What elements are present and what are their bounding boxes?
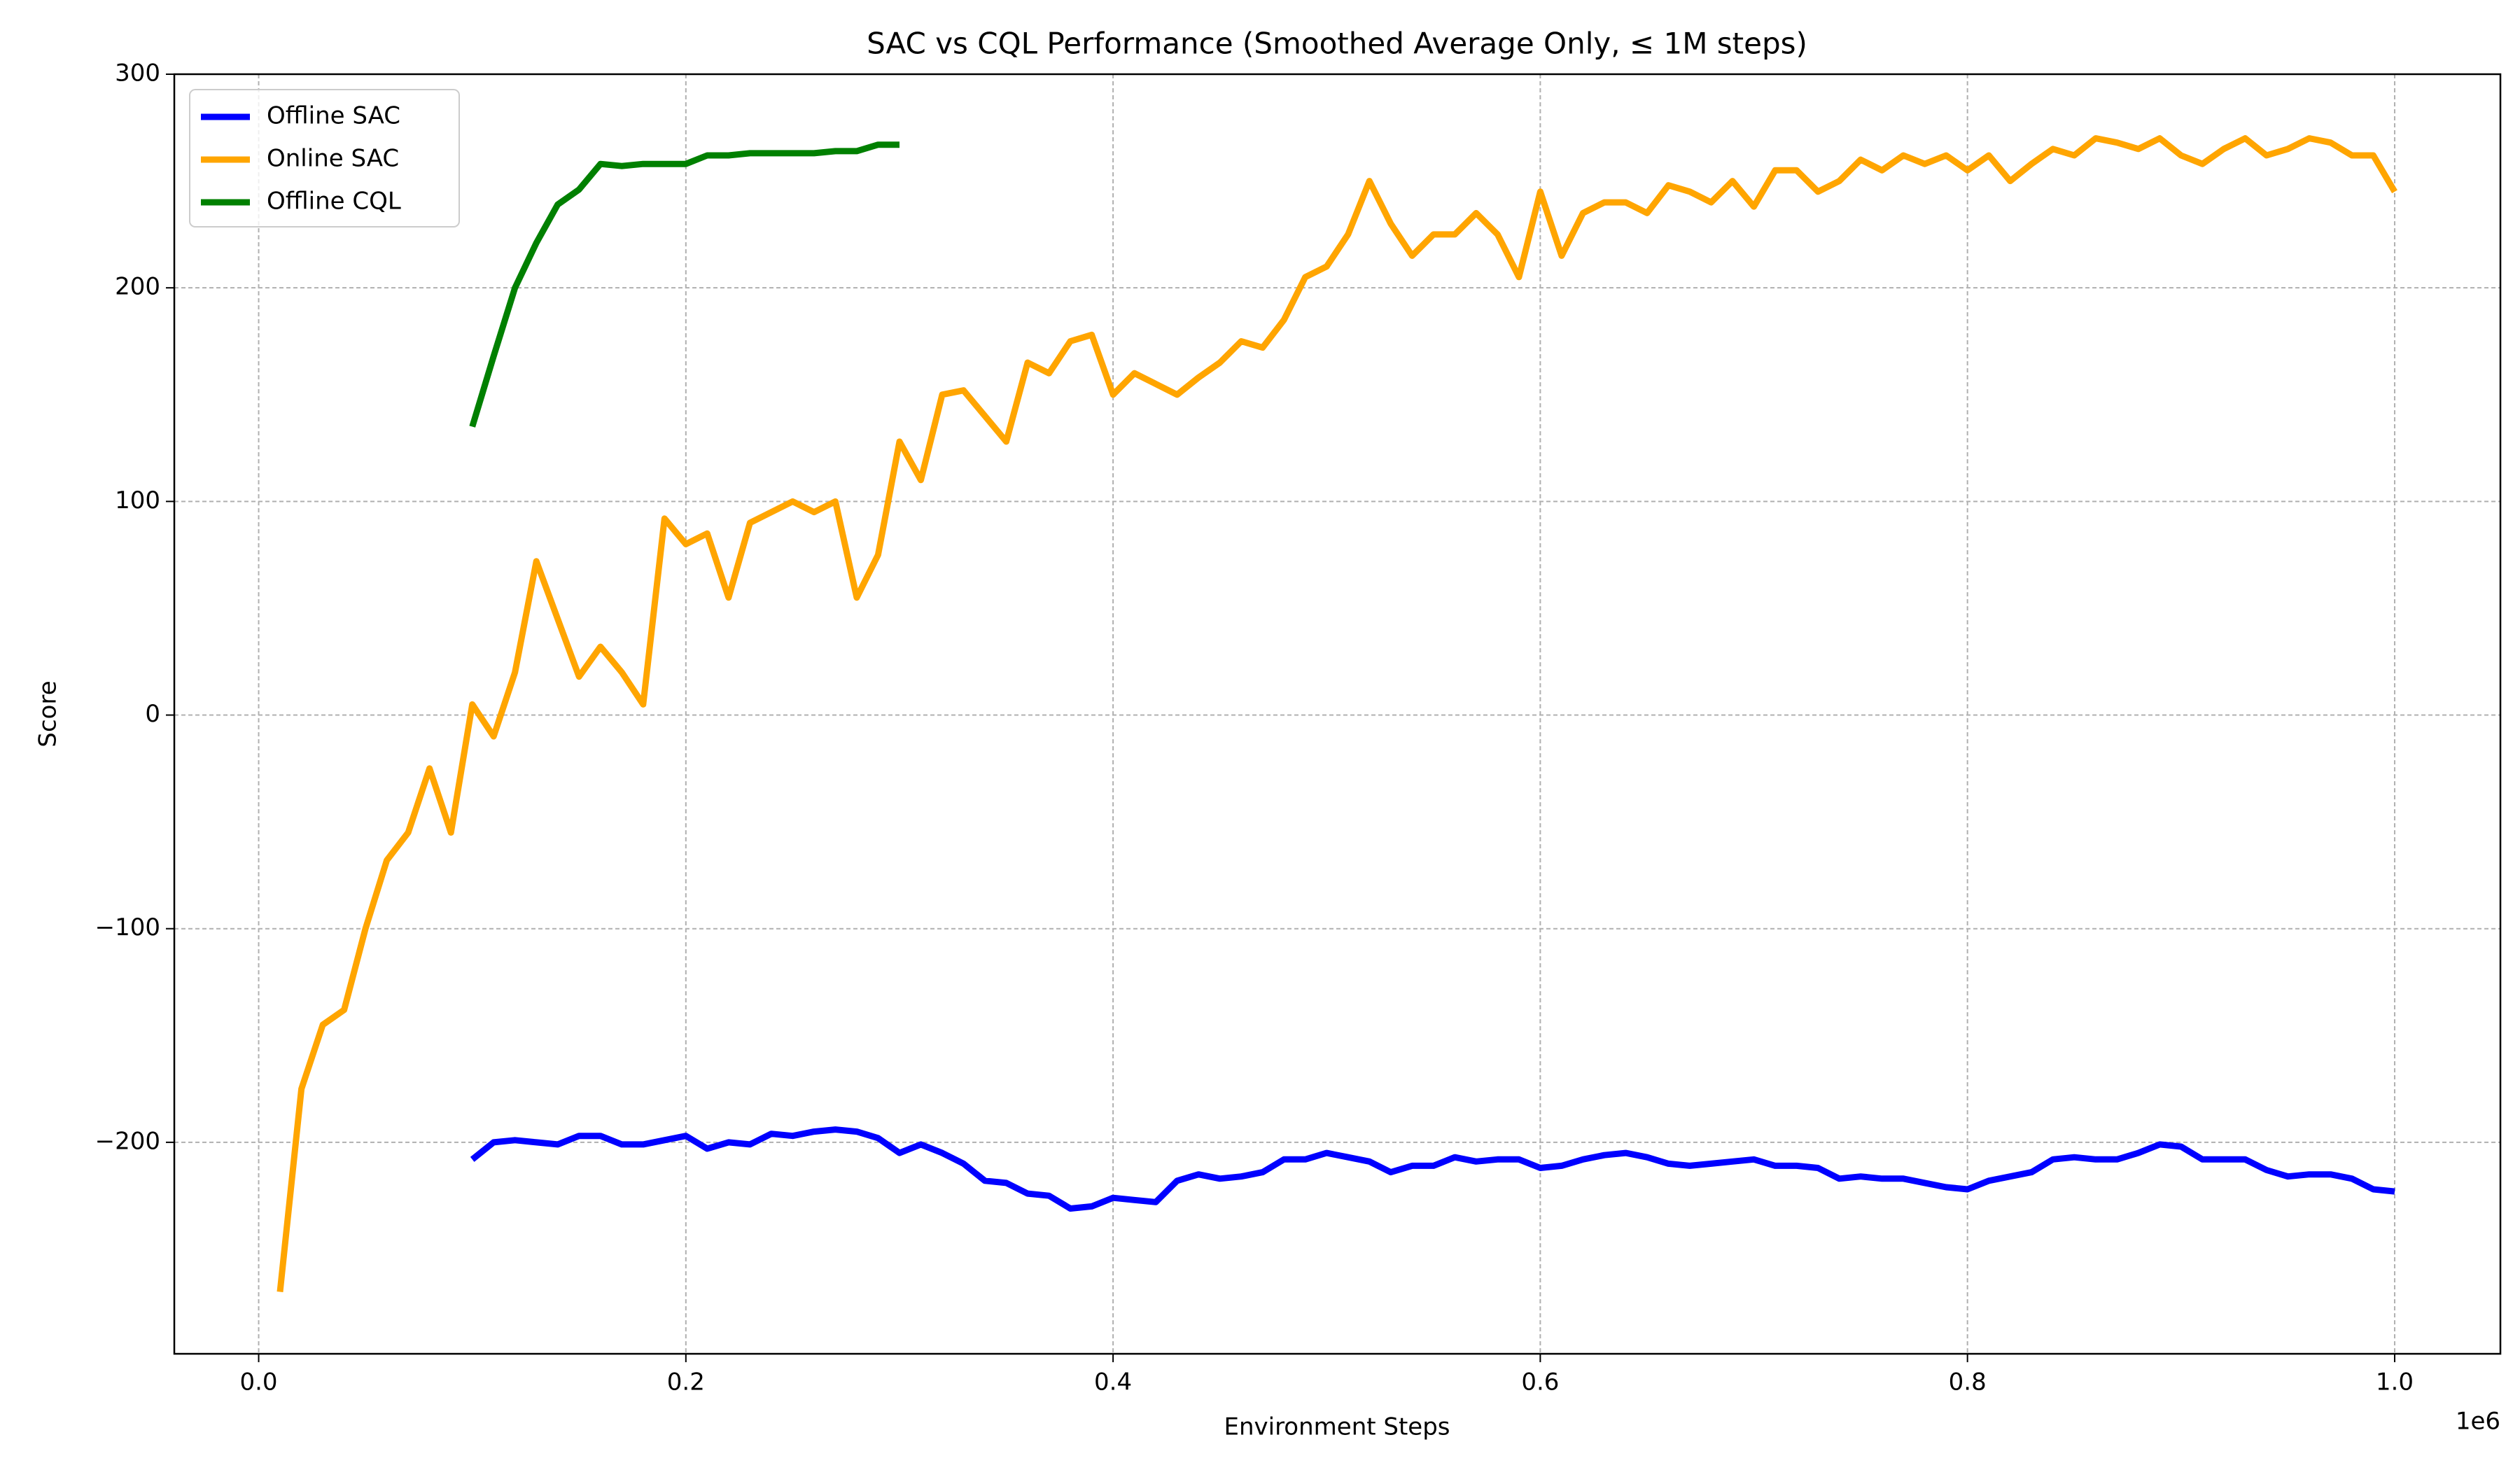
x-tick-label: 0.8: [1949, 1368, 1987, 1396]
y-tick-label: 0: [145, 700, 160, 728]
y-tick-label: 100: [115, 486, 160, 514]
x-tick-label: 0.6: [1521, 1368, 1559, 1396]
plot-frame: [173, 73, 2502, 1355]
series-line: [276, 135, 2398, 1292]
x-tick-label: 0.2: [667, 1368, 705, 1396]
y-tick-label: −200: [95, 1127, 160, 1155]
y-tick-label: −100: [95, 913, 160, 941]
legend-box: [189, 89, 460, 227]
y-tick-label: 300: [115, 59, 160, 88]
legend-label: Offline SAC: [267, 102, 400, 130]
y-axis-label: Score: [34, 680, 62, 747]
legend-label: Online SAC: [267, 145, 399, 173]
series-line: [469, 141, 899, 428]
series-line: [470, 1126, 2395, 1212]
x-tick-label: 1.0: [2376, 1368, 2414, 1396]
legend-label: Offline CQL: [267, 188, 401, 216]
x-offset-label: 1e6: [2456, 1408, 2500, 1436]
x-tick-label: 0.4: [1094, 1368, 1132, 1396]
y-tick-label: 200: [115, 273, 160, 301]
x-tick-label: 0.0: [239, 1368, 277, 1396]
chart-title: SAC vs CQL Performance (Smoothed Average…: [867, 27, 1807, 61]
x-axis-label: Environment Steps: [1224, 1413, 1450, 1441]
